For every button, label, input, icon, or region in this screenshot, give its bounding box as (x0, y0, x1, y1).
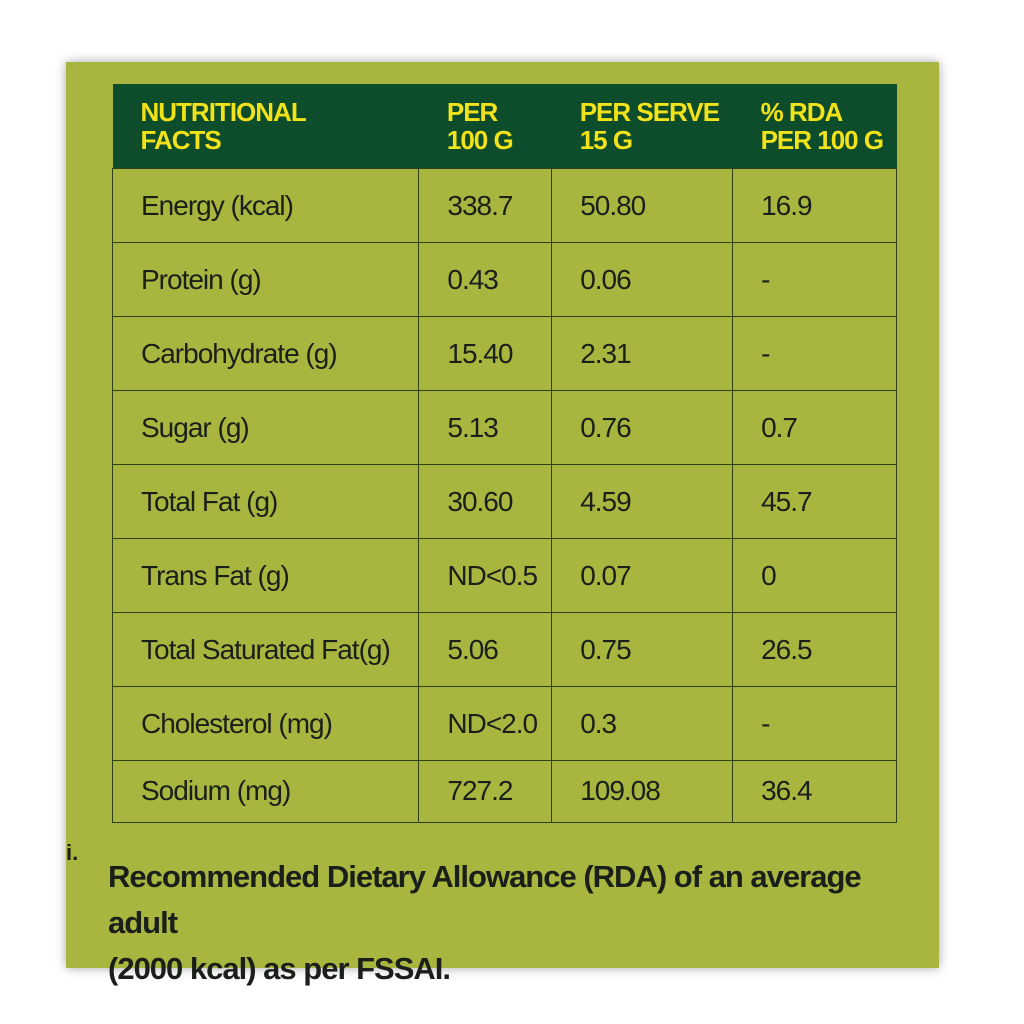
per-100g-value: ND<2.0 (418, 686, 553, 761)
per-100g-value: ND<0.5 (418, 538, 553, 613)
nutrient-name: Total Saturated Fat(g) (111, 612, 420, 687)
nutrient-name: Sugar (g) (111, 390, 420, 465)
header-nutritional-facts: NUTRITIONAL FACTS (112, 84, 419, 169)
table-row: Sugar (g) 5.13 0.76 0.7 (111, 390, 897, 465)
table-row: Protein (g) 0.43 0.06 - (111, 242, 897, 317)
rda-value: - (732, 316, 897, 391)
header-rda: % RDA PER 100 G (732, 84, 897, 169)
per-serve-value: 0.07 (551, 538, 734, 613)
per-serve-value: 0.75 (551, 612, 734, 687)
nutrition-panel: NUTRITIONAL FACTS PER 100 G PER SERVE 15… (66, 62, 939, 986)
rda-value: 16.9 (732, 168, 897, 243)
per-serve-value: 0.76 (551, 390, 734, 465)
per-100g-value: 30.60 (418, 464, 553, 539)
nutrient-name: Carbohydrate (g) (111, 316, 420, 391)
per-serve-value: 50.80 (551, 168, 734, 243)
rda-footnote: Recommended Dietary Allowance (RDA) of a… (108, 854, 928, 992)
per-100g-value: 338.7 (418, 168, 553, 243)
per-100g-value: 0.43 (418, 242, 553, 317)
per-serve-value: 109.08 (551, 760, 734, 823)
per-serve-value: 0.3 (551, 686, 734, 761)
per-serve-value: 2.31 (551, 316, 734, 391)
rda-value: 0.7 (732, 390, 897, 465)
rda-value: 36.4 (732, 760, 897, 823)
nutrition-facts-table: NUTRITIONAL FACTS PER 100 G PER SERVE 15… (111, 84, 897, 823)
header-per-100g: PER 100 G (418, 84, 552, 169)
rda-value: 45.7 (732, 464, 897, 539)
rda-value: - (732, 242, 897, 317)
nutrient-name: Protein (g) (111, 242, 420, 317)
per-100g-value: 15.40 (418, 316, 553, 391)
table-row: Carbohydrate (g) 15.40 2.31 - (111, 316, 897, 391)
table-row: Cholesterol (mg) ND<2.0 0.3 - (111, 686, 897, 761)
nutrient-name: Trans Fat (g) (111, 538, 420, 613)
table-row: Trans Fat (g) ND<0.5 0.07 0 (111, 538, 897, 613)
rda-value: 0 (732, 538, 897, 613)
nutrient-name: Sodium (mg) (111, 760, 420, 823)
per-serve-value: 4.59 (551, 464, 734, 539)
footnote-line-2: (2000 kcal) as per FSSAI. (108, 951, 451, 986)
table-row: Total Saturated Fat(g) 5.06 0.75 26.5 (111, 612, 897, 687)
per-serve-value: 0.06 (551, 242, 734, 317)
table-row: Total Fat (g) 30.60 4.59 45.7 (111, 464, 897, 539)
table-header-row: NUTRITIONAL FACTS PER 100 G PER SERVE 15… (112, 84, 897, 169)
header-per-serve: PER SERVE 15 G (551, 84, 733, 169)
rda-value: - (732, 686, 897, 761)
footnote-marker: i. (66, 840, 79, 865)
per-100g-value: 727.2 (418, 760, 553, 823)
per-100g-value: 5.06 (418, 612, 553, 687)
table-row: Energy (kcal) 338.7 50.80 16.9 (111, 168, 897, 243)
nutrient-name: Energy (kcal) (111, 168, 420, 243)
footnote-line-1: Recommended Dietary Allowance (RDA) of a… (108, 859, 862, 940)
per-100g-value: 5.13 (418, 390, 553, 465)
table-row: Sodium (mg) 727.2 109.08 36.4 (111, 760, 897, 823)
nutrient-name: Cholesterol (mg) (111, 686, 420, 761)
rda-value: 26.5 (732, 612, 897, 687)
nutrient-name: Total Fat (g) (111, 464, 420, 539)
